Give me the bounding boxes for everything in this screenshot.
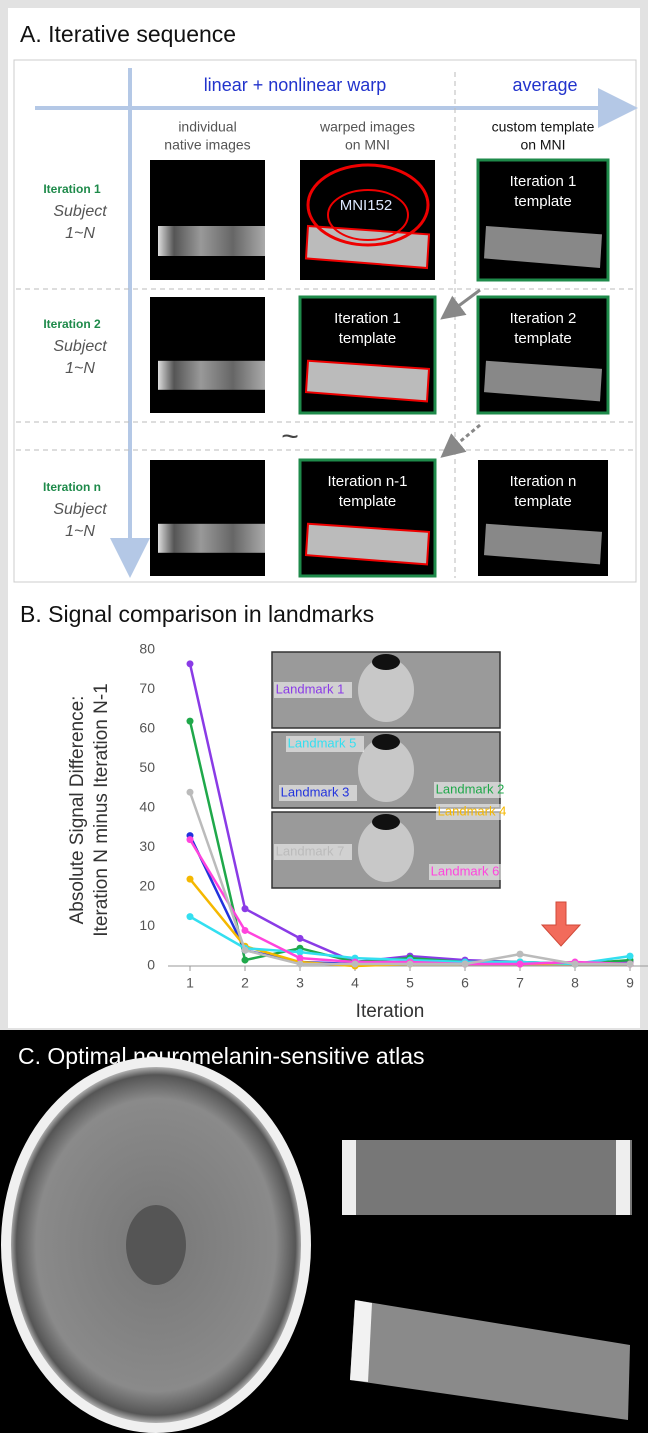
column-header: custom template	[492, 119, 595, 135]
mri-image	[150, 160, 265, 280]
point	[187, 789, 194, 796]
point	[242, 905, 249, 912]
column-header: individual	[178, 119, 236, 135]
point	[517, 951, 524, 958]
figure: A. Iterative sequence linear + nonlinear…	[0, 0, 648, 1433]
header: average	[512, 75, 577, 95]
mri-image	[150, 460, 265, 576]
y-tick-label: 20	[139, 878, 155, 894]
row-range: 1~N	[65, 225, 95, 242]
inset-detail	[372, 734, 400, 750]
y-tick-label: 40	[139, 799, 155, 815]
row-subject: Subject	[53, 501, 107, 518]
inset-detail	[372, 814, 400, 830]
point	[462, 961, 469, 968]
legend-label: Landmark 1	[276, 681, 345, 696]
legend-label: Landmark 3	[281, 784, 350, 799]
legend-label: Landmark 5	[288, 735, 357, 750]
mri-strip	[158, 361, 265, 390]
legend-label: Landmark 6	[431, 863, 500, 878]
legend-label: Landmark 4	[438, 803, 507, 818]
x-tick-label: 6	[461, 975, 469, 991]
x-tick-label: 2	[241, 975, 249, 991]
image-label: Iteration 1	[334, 310, 401, 327]
y-tick-label: 60	[139, 720, 155, 736]
y-tick-label: 50	[139, 759, 155, 775]
y-axis-label: Iteration N minus Iteration N-1	[91, 683, 112, 936]
atlas-coronal	[342, 1140, 632, 1215]
image-label: template	[339, 493, 397, 510]
point	[187, 913, 194, 920]
column-header: warped images	[319, 119, 415, 135]
panel-c-title: C. Optimal neuromelanin-sensitive atlas	[18, 1043, 425, 1069]
y-axis-label: Absolute Signal Difference:	[67, 696, 88, 925]
row-iteration: Iteration 1	[43, 182, 101, 196]
point	[407, 961, 414, 968]
y-tick-label: 80	[139, 641, 155, 657]
point	[242, 927, 249, 934]
y-tick-label: 70	[139, 680, 155, 696]
point	[187, 836, 194, 843]
x-tick-label: 1	[186, 975, 194, 991]
mri-image	[150, 297, 265, 413]
x-tick-label: 7	[516, 975, 524, 991]
atlas-detail	[342, 1140, 356, 1215]
image-label: Iteration 1	[510, 173, 577, 190]
header: linear + nonlinear warp	[204, 75, 387, 95]
x-axis-label: Iteration	[356, 1001, 425, 1022]
point	[572, 961, 579, 968]
column-header: native images	[164, 137, 250, 153]
panel-a-title: A. Iterative sequence	[20, 21, 236, 47]
row-iteration: Iteration 2	[43, 317, 101, 331]
legend-label: Landmark 7	[276, 843, 345, 858]
point	[627, 961, 634, 968]
row-subject: Subject	[53, 338, 107, 355]
image-label: MNI152	[340, 197, 393, 214]
image-label: template	[514, 330, 572, 347]
y-tick-label: 10	[139, 917, 155, 933]
x-tick-label: 4	[351, 975, 359, 991]
ellipsis: ~	[281, 420, 299, 453]
point	[187, 718, 194, 725]
panel-b-title: B. Signal comparison in landmarks	[20, 601, 374, 627]
inset-detail	[372, 654, 400, 670]
row-iteration: Iteration n	[43, 480, 101, 494]
legend-label: Landmark 2	[436, 781, 505, 796]
row-range: 1~N	[65, 523, 95, 540]
point	[297, 935, 304, 942]
image-label: Iteration n	[510, 473, 577, 490]
x-tick-label: 9	[626, 975, 634, 991]
mri-strip	[158, 524, 265, 553]
row-range: 1~N	[65, 360, 95, 377]
atlas-detail	[616, 1140, 630, 1215]
x-tick-label: 5	[406, 975, 414, 991]
image-label: template	[514, 493, 572, 510]
point	[352, 961, 359, 968]
x-tick-label: 8	[571, 975, 579, 991]
point	[187, 660, 194, 667]
point	[627, 953, 634, 960]
image-label: template	[339, 330, 397, 347]
column-header: on MNI	[520, 137, 565, 153]
y-tick-label: 30	[139, 838, 155, 854]
brain-detail	[126, 1205, 186, 1285]
point	[242, 947, 249, 954]
point	[297, 961, 304, 968]
point	[242, 957, 249, 964]
image-label: Iteration 2	[510, 310, 577, 327]
y-tick-label: 0	[147, 957, 155, 973]
point	[517, 961, 524, 968]
row-subject: Subject	[53, 203, 107, 220]
mri-strip	[158, 226, 265, 256]
x-tick-label: 3	[296, 975, 304, 991]
image-label: Iteration n-1	[327, 473, 407, 490]
image-label: template	[514, 193, 572, 210]
point	[187, 876, 194, 883]
column-header: on MNI	[345, 137, 390, 153]
